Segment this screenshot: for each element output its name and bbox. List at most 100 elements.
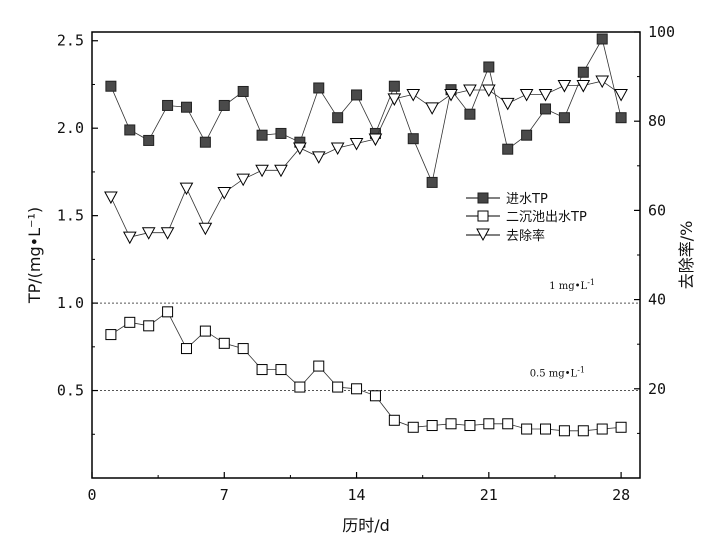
inlet-tp-point (143, 134, 155, 146)
inlet-tp-point (615, 112, 627, 124)
series-line-0 (110, 37, 622, 184)
y2-axis-title: 去除率/% (677, 221, 696, 290)
outlet-tp-point (332, 381, 344, 393)
removal-rate-point (614, 88, 628, 102)
x-tick-label: 14 (348, 486, 366, 504)
x-axis-title: 历时/d (342, 516, 390, 535)
inlet-tp-point (502, 143, 514, 155)
removal-rate-point (349, 138, 364, 151)
x-tick-label: 21 (480, 486, 498, 504)
legend-label-outlet: 二沉池出水TP (506, 210, 587, 225)
outlet-tp-point (464, 420, 476, 432)
outlet-tp-point (124, 316, 136, 328)
legend-label-removal: 去除率 (506, 228, 545, 244)
outlet-tp-point (540, 423, 552, 435)
outlet-tp-point (407, 421, 419, 433)
inlet-tp-point (218, 99, 230, 111)
removal-rate-point (141, 227, 156, 240)
inlet-tp-point (105, 80, 117, 92)
outlet-tp-point (105, 329, 117, 341)
removal-rate-point (425, 102, 439, 115)
removal-rate-point (236, 173, 251, 187)
y-tick-label: 1.5 (57, 207, 84, 225)
x-tick-label: 0 (87, 486, 96, 504)
outlet-tp-point (388, 414, 400, 426)
y2-tick-label: 40 (648, 291, 666, 309)
y2-tick-label: 100 (648, 23, 675, 41)
reference-line-label: 0.5 mg•L-1 (530, 366, 585, 380)
removal-rate-point (538, 88, 553, 102)
inlet-tp-point (388, 80, 400, 92)
removal-rate-point (387, 93, 402, 106)
inlet-tp-point (558, 112, 570, 124)
axes: 0 7 14 21 28 0.5 1.0 1.5 2.0 2.5 20 40 60 80 100 (57, 23, 675, 504)
removal-rate-point (330, 142, 345, 156)
outlet-tp-point (483, 418, 495, 430)
outlet-tp-point (256, 364, 268, 376)
legend-label-inlet: 进水TP (506, 192, 548, 207)
series-line-2 (110, 80, 622, 238)
removal-rate-point (217, 187, 232, 200)
y-axis-title: TP/(mg•L⁻¹) (25, 207, 44, 304)
y-tick-label: 2.5 (57, 32, 84, 50)
inlet-tp-point (521, 129, 533, 141)
legend-marker-inlet (477, 192, 489, 204)
inlet-tp-point (483, 61, 495, 73)
removal-rate-point (500, 97, 515, 111)
removal-rate-point (274, 164, 288, 178)
removal-rate-point (463, 84, 477, 98)
inlet-tp-point (124, 124, 136, 136)
inlet-tp-point (351, 89, 363, 101)
removal-rate-point (311, 151, 326, 164)
inlet-tp-point (407, 133, 419, 145)
removal-rate-point (368, 133, 383, 147)
removal-rate-point (481, 84, 496, 98)
outlet-tp-point (369, 390, 381, 402)
inlet-tp-point (199, 136, 211, 148)
outlet-tp-point (596, 423, 608, 435)
outlet-tp-point (558, 425, 570, 437)
outlet-tp-point (577, 425, 589, 437)
inlet-tp-point (313, 82, 325, 94)
outlet-tp-point (521, 423, 533, 435)
series-layer (104, 33, 628, 437)
outlet-tp-point (275, 364, 287, 376)
y-tick-label: 2.0 (57, 119, 84, 137)
outlet-tp-point (162, 306, 174, 318)
inlet-tp-point (577, 66, 589, 78)
outlet-tp-point (237, 343, 249, 355)
inlet-tp-point (237, 85, 249, 97)
inlet-tp-point (180, 101, 192, 113)
y2-tick-label: 60 (648, 201, 666, 219)
inlet-tp-point (256, 129, 268, 141)
inlet-tp-point (596, 33, 608, 45)
inlet-tp-point (332, 112, 344, 124)
reference-lines: 1 mg•L-1 0.5 mg•L-1 (92, 278, 640, 392)
y2-tick-label: 20 (648, 380, 666, 398)
removal-rate-point (576, 80, 591, 93)
legend-marker-outlet (477, 210, 489, 222)
series-line-1 (110, 311, 622, 432)
outlet-tp-point (445, 418, 457, 430)
removal-rate-point (198, 222, 213, 236)
removal-rate-point (406, 88, 421, 102)
outlet-tp-point (180, 343, 192, 355)
inlet-tp-point (464, 108, 476, 120)
x-tick-label: 7 (220, 486, 229, 504)
removal-rate-point (104, 191, 118, 205)
removal-rate-point (595, 75, 610, 89)
removal-rate-point (557, 80, 572, 93)
legend: 进水TP 二沉池出水TP 去除率 (466, 192, 587, 244)
outlet-tp-point (502, 418, 514, 430)
x-tick-label: 28 (612, 486, 630, 504)
outlet-tp-point (426, 420, 438, 432)
removal-rate-point (293, 142, 307, 156)
outlet-tp-point (143, 320, 155, 332)
removal-rate-point (255, 164, 269, 178)
y2-tick-label: 80 (648, 112, 666, 130)
inlet-tp-point (162, 99, 174, 111)
legend-marker-removal (476, 228, 490, 242)
removal-rate-point (179, 182, 194, 196)
inlet-tp-point (540, 103, 552, 115)
